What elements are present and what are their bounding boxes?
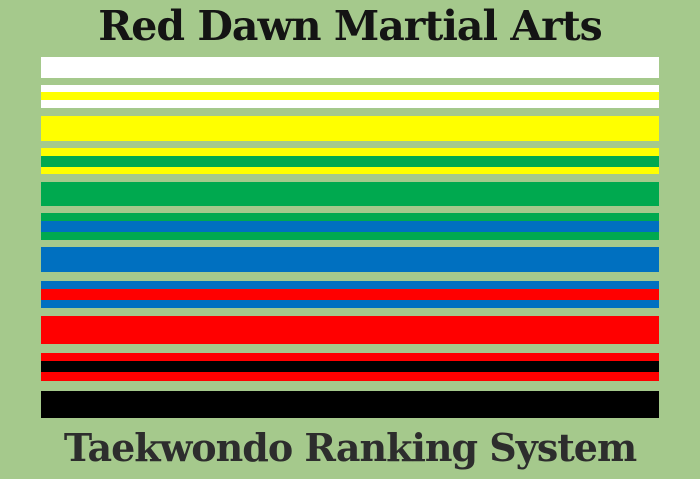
yellow-belt-green-stripe-segment xyxy=(41,156,659,167)
red-belt-segment xyxy=(41,316,659,344)
red-belt xyxy=(41,316,659,344)
blue-belt-red-stripe-segment xyxy=(41,281,659,289)
red-belt-black-stripe-segment xyxy=(41,361,659,372)
white-belt-yellow-stripe-segment xyxy=(41,92,659,100)
blue-belt-red-stripe xyxy=(41,281,659,308)
white-belt xyxy=(41,57,659,78)
black-belt-segment xyxy=(41,391,659,418)
belt-rows xyxy=(41,57,659,418)
yellow-belt xyxy=(41,116,659,141)
green-belt xyxy=(41,182,659,206)
green-belt-blue-stripe-segment xyxy=(41,221,659,232)
white-belt-segment xyxy=(41,57,659,78)
yellow-belt-green-stripe-segment xyxy=(41,148,659,156)
yellow-belt-segment xyxy=(41,116,659,141)
green-belt-blue-stripe-segment xyxy=(41,213,659,221)
black-belt xyxy=(41,391,659,418)
blue-belt-segment xyxy=(41,247,659,272)
red-belt-black-stripe-segment xyxy=(41,372,659,381)
red-belt-black-stripe xyxy=(41,353,659,381)
blue-belt-red-stripe-segment xyxy=(41,300,659,308)
blue-belt-red-stripe-segment xyxy=(41,289,659,300)
caption: Taekwondo Ranking System xyxy=(63,425,637,470)
green-belt-segment xyxy=(41,182,659,206)
green-belt-blue-stripe-segment xyxy=(41,232,659,240)
green-belt-blue-stripe xyxy=(41,213,659,240)
yellow-belt-green-stripe xyxy=(41,148,659,174)
white-belt-yellow-stripe-segment xyxy=(41,100,659,108)
white-belt-yellow-stripe xyxy=(41,85,659,108)
yellow-belt-green-stripe-segment xyxy=(41,167,659,174)
red-belt-black-stripe-segment xyxy=(41,353,659,361)
page-title: Red Dawn Martial Arts xyxy=(98,2,603,50)
white-belt-yellow-stripe-segment xyxy=(41,85,659,92)
blue-belt xyxy=(41,247,659,272)
